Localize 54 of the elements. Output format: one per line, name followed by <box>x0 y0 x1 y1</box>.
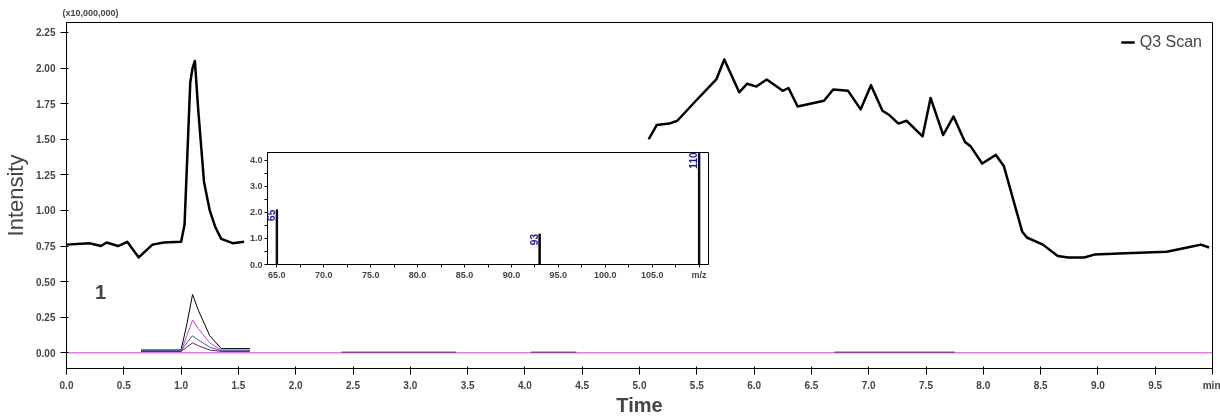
x-tick-label: 90.0 <box>502 269 521 280</box>
x-tick-label: 9.0 <box>1090 379 1106 391</box>
y-axis-title: Intensity <box>3 154 29 237</box>
y-tick-label: 1.50 <box>36 134 56 146</box>
y-tick-label: 2.25 <box>36 27 56 39</box>
y-tick-label: 1.75 <box>36 98 56 110</box>
x-tick-label: min <box>1202 379 1220 391</box>
text: (x10,000,000) <box>62 7 119 18</box>
x-tick-label: 9.5 <box>1148 379 1163 391</box>
x-tick-label: 1.0 <box>174 379 189 391</box>
x-tick-label: 4.5 <box>575 379 590 391</box>
x-tick-label: 4.0 <box>517 379 533 391</box>
x-tick-label: 3.5 <box>460 379 475 391</box>
x-axis-title: Time <box>616 393 663 416</box>
y-tick-label: 1.00 <box>36 205 56 217</box>
x-tick-label: 80.0 <box>408 269 427 280</box>
x-tick-label: m/z <box>691 269 708 280</box>
legend-label: Q3 Scan <box>1139 33 1202 51</box>
x-tick-label: 0.5 <box>116 379 132 391</box>
y-tick-label: 0.25 <box>36 312 56 324</box>
x-tick-label: 5.0 <box>632 379 647 391</box>
x-tick-label: 2.0 <box>288 379 304 391</box>
x-tick-label: 70.0 <box>315 269 333 280</box>
y-tick-label: 0.50 <box>36 276 56 288</box>
x-tick-label: 85.0 <box>455 269 474 280</box>
x-tick-label: 3.0 <box>403 379 418 391</box>
x-tick-label: 8.0 <box>976 379 991 391</box>
y-tick-label: 4.0 <box>249 155 263 166</box>
annotation: 93 <box>528 233 540 246</box>
x-tick-label: 100.0 <box>594 269 617 280</box>
x-tick-label: 5.5 <box>689 379 705 391</box>
y-tick-label: 0.75 <box>36 241 56 253</box>
x-tick-label: 8.5 <box>1033 379 1048 391</box>
y-tick-label: 3.0 <box>249 181 263 192</box>
annotation: 1 <box>94 280 107 303</box>
x-tick-label: 75.0 <box>361 269 380 280</box>
x-tick-label: 2.5 <box>346 379 361 391</box>
x-tick-label: 1.5 <box>231 379 246 391</box>
x-tick-label: 105.0 <box>640 269 664 280</box>
x-tick-label: 0.0 <box>59 379 74 391</box>
annotation: 110 <box>688 152 700 169</box>
x-tick-label: 65.0 <box>268 269 286 280</box>
y-tick-label: 0.0 <box>249 259 263 270</box>
x-tick-label: 6.5 <box>804 379 819 391</box>
y-tick-label: 1.0 <box>249 233 263 244</box>
y-tick-label: 0.00 <box>36 347 56 359</box>
x-tick-label: 6.0 <box>747 379 762 391</box>
annotation: 65 <box>265 209 277 221</box>
x-tick-label: 7.0 <box>861 379 877 391</box>
y-tick-label: 2.00 <box>36 63 56 75</box>
x-tick-label: 7.5 <box>919 379 934 391</box>
x-tick-label: 95.0 <box>549 269 568 280</box>
y-tick-label: 1.25 <box>36 169 56 181</box>
y-tick-label: 2.0 <box>249 207 263 218</box>
